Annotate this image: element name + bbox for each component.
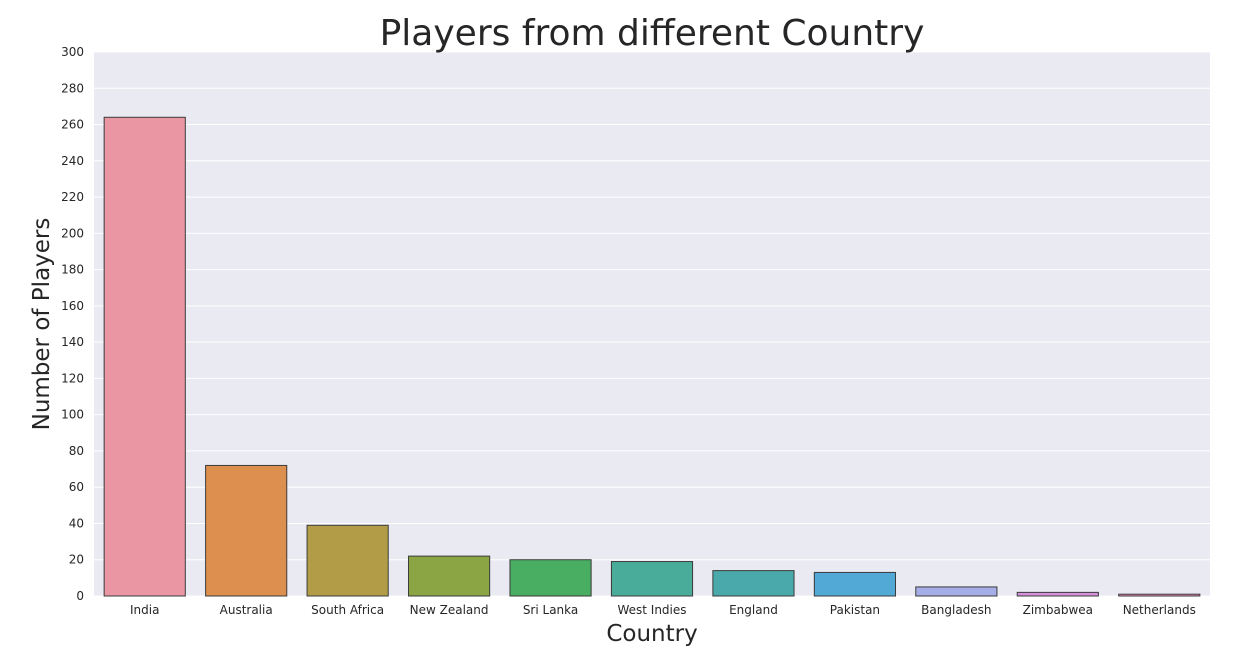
- x-tick-label: Pakistan: [830, 603, 880, 617]
- y-axis-ticks: 0 20 40 60 80 100 120 140 160 180 200 220 240 260 280 3…: [61, 45, 84, 603]
- bar-australia: [205, 464, 288, 597]
- y-tick-label: 20: [69, 553, 84, 567]
- y-tick-label: 300: [61, 45, 84, 59]
- y-tick-label: 100: [61, 408, 84, 422]
- bar-zimbabwea: [1016, 591, 1099, 597]
- y-tick-label: 240: [61, 154, 84, 168]
- bar-netherlands: [1118, 593, 1201, 597]
- bars: [103, 116, 1201, 597]
- y-tick-label: 220: [61, 190, 84, 204]
- bar-west-indies: [610, 561, 694, 597]
- x-tick-label: West Indies: [617, 603, 686, 617]
- x-axis-ticks: India Australia South Africa New Zealand Sri…: [130, 603, 1196, 617]
- y-tick-label: 260: [61, 118, 84, 132]
- x-tick-label: South Africa: [311, 603, 384, 617]
- y-tick-label: 180: [61, 263, 84, 277]
- chart-title: Players from different Country: [380, 13, 925, 54]
- y-tick-label: 80: [69, 444, 84, 458]
- y-tick-label: 280: [61, 81, 84, 95]
- y-tick-label: 60: [69, 480, 84, 494]
- x-tick-label: England: [729, 603, 778, 617]
- y-tick-label: 160: [61, 299, 84, 313]
- y-tick-label: 120: [61, 371, 84, 385]
- x-tick-label: Sri Lanka: [523, 603, 578, 617]
- y-tick-label: 140: [61, 335, 84, 349]
- bar-england: [712, 570, 795, 597]
- x-tick-label: India: [130, 603, 159, 617]
- x-tick-label: Zimbabwea: [1023, 603, 1093, 617]
- y-tick-label: 0: [76, 589, 84, 603]
- bar-sri-lanka: [509, 559, 592, 597]
- y-axis-label: Number of Players: [29, 218, 55, 431]
- bar-pakistan: [813, 571, 896, 597]
- y-tick-label: 200: [61, 226, 84, 240]
- y-tick-label: 40: [69, 516, 84, 530]
- bar-india: [103, 116, 186, 597]
- bar-bangladesh: [915, 586, 998, 597]
- x-tick-label: Australia: [220, 603, 273, 617]
- x-tick-label: New Zealand: [410, 603, 489, 617]
- bar-south-africa: [306, 524, 389, 597]
- x-axis-label: Country: [606, 621, 697, 647]
- bar-new-zealand: [408, 555, 491, 597]
- x-tick-label: Bangladesh: [921, 603, 991, 617]
- x-tick-label: Netherlands: [1123, 603, 1196, 617]
